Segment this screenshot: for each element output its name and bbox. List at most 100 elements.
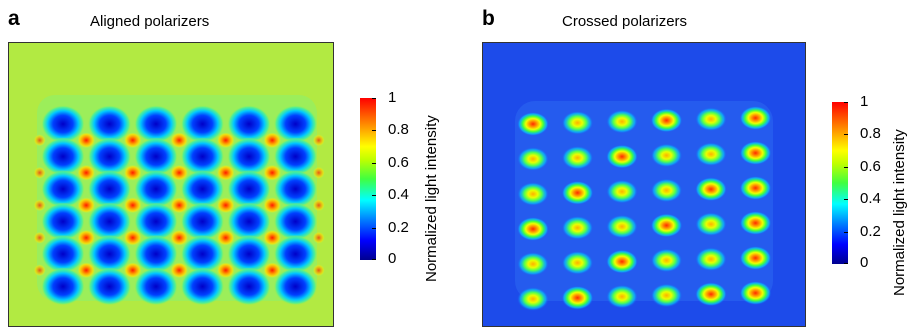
intensity-spot	[650, 108, 683, 133]
intensity-minimum	[87, 235, 132, 273]
intensity-maximum	[170, 197, 189, 214]
intensity-maximum	[77, 197, 96, 214]
intensity-minimum	[134, 137, 178, 176]
intensity-minimum	[273, 170, 318, 208]
panel-a-tick-1: 1	[388, 89, 397, 106]
edge-spot	[312, 231, 325, 244]
intensity-spot	[695, 247, 727, 272]
panel-b-tick-0.8: 0.8	[860, 125, 881, 142]
intensity-maximum	[123, 164, 142, 181]
panel-b-intensity-map	[482, 42, 806, 327]
panel-a-letter: a	[8, 7, 20, 30]
edge-spot	[312, 199, 325, 212]
intensity-spot	[739, 246, 772, 270]
panel-b-letter: b	[482, 7, 495, 30]
intensity-minimum	[87, 170, 132, 208]
intensity-maximum	[77, 164, 96, 181]
intensity-minimum	[134, 267, 178, 306]
intensity-spot	[606, 214, 638, 239]
panel-b-colorbar	[832, 102, 848, 264]
intensity-maximum	[216, 164, 235, 181]
intensity-maximum	[123, 229, 142, 246]
intensity-maximum	[263, 164, 282, 181]
intensity-minimum	[273, 202, 318, 241]
intensity-maximum	[263, 229, 282, 246]
intensity-spot	[606, 179, 638, 204]
panel-b-colorbar-label: Normalized light intensity	[891, 129, 908, 296]
intensity-minimum	[41, 170, 85, 208]
intensity-minimum	[41, 267, 85, 306]
intensity-maximum	[216, 132, 235, 149]
panel-a-title: Aligned polarizers	[90, 13, 210, 30]
intensity-minimum	[273, 105, 318, 143]
panel-b-tick-1: 1	[860, 93, 869, 110]
intensity-spot	[561, 180, 594, 205]
intensity-spot	[739, 211, 772, 235]
intensity-maximum	[263, 262, 282, 279]
intensity-maximum	[170, 132, 189, 149]
panel-b-tick-0.6: 0.6	[860, 158, 881, 175]
intensity-maximum	[216, 229, 235, 246]
intensity-spot	[695, 142, 727, 167]
panel-b-heatmap	[483, 43, 805, 326]
intensity-spot	[739, 281, 772, 305]
intensity-spot	[517, 182, 549, 206]
intensity-minimum	[87, 137, 132, 176]
intensity-minimum	[41, 137, 85, 176]
intensity-minimum	[273, 267, 318, 306]
panel-b-title: Crossed polarizers	[562, 13, 688, 30]
intensity-minimum	[227, 105, 271, 143]
edge-spot	[312, 264, 325, 277]
edge-spot	[312, 134, 325, 147]
intensity-minimum	[180, 267, 225, 306]
intensity-spot	[606, 109, 638, 134]
panel-a-heatmap	[9, 43, 333, 326]
edge-spot	[33, 264, 46, 277]
intensity-spot	[606, 144, 638, 169]
panel-a-colorbar	[360, 98, 376, 260]
intensity-spot	[517, 217, 549, 241]
intensity-minimum	[227, 170, 271, 208]
intensity-spot	[561, 285, 594, 310]
intensity-maximum	[77, 262, 96, 279]
intensity-spot	[695, 107, 727, 132]
intensity-spot	[561, 250, 594, 275]
panel-a-tick-0.8: 0.8	[388, 121, 409, 138]
intensity-maximum	[263, 132, 282, 149]
panel-b-tick-0: 0	[860, 254, 869, 271]
edge-spot	[33, 166, 46, 179]
panel-b-tick-0.2: 0.2	[860, 223, 881, 240]
intensity-maximum	[170, 164, 189, 181]
edge-spot	[33, 199, 46, 212]
intensity-spot	[650, 178, 683, 203]
intensity-minimum	[180, 170, 225, 208]
intensity-minimum	[41, 105, 85, 143]
intensity-minimum	[227, 137, 271, 176]
intensity-maximum	[77, 229, 96, 246]
intensity-minimum	[180, 235, 225, 273]
intensity-maximum	[170, 229, 189, 246]
intensity-minimum	[87, 202, 132, 241]
panel-a-tick-0.6: 0.6	[388, 154, 409, 171]
intensity-maximum	[170, 262, 189, 279]
intensity-spot	[695, 282, 727, 307]
intensity-spot	[650, 248, 683, 273]
intensity-spot	[650, 213, 683, 238]
intensity-minimum	[134, 235, 178, 273]
intensity-spot	[517, 112, 549, 136]
intensity-maximum	[123, 262, 142, 279]
intensity-spot	[561, 215, 594, 240]
intensity-spot	[739, 106, 772, 130]
intensity-spot	[739, 176, 772, 200]
panel-a-tick-0.2: 0.2	[388, 219, 409, 236]
intensity-minimum	[180, 105, 225, 143]
intensity-spot	[561, 110, 594, 135]
intensity-maximum	[216, 197, 235, 214]
intensity-minimum	[180, 202, 225, 241]
intensity-spot	[650, 143, 683, 168]
edge-spot	[33, 134, 46, 147]
panel-a-colorbar-label: Normalized light intensity	[423, 115, 440, 282]
panel-b-tick-0.4: 0.4	[860, 190, 881, 207]
intensity-maximum	[216, 262, 235, 279]
intensity-spot	[517, 287, 549, 311]
